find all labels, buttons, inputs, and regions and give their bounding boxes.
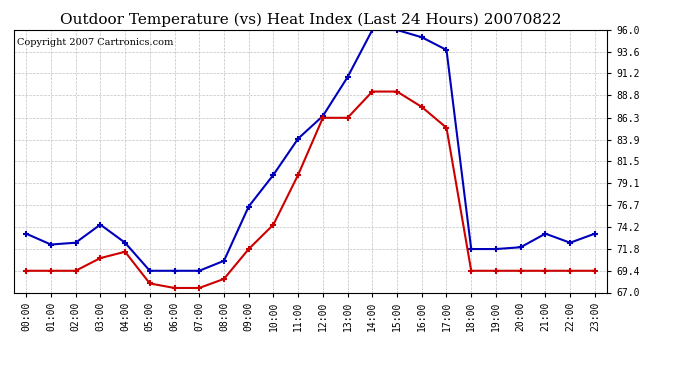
Title: Outdoor Temperature (vs) Heat Index (Last 24 Hours) 20070822: Outdoor Temperature (vs) Heat Index (Las… (60, 13, 561, 27)
Text: Copyright 2007 Cartronics.com: Copyright 2007 Cartronics.com (17, 38, 173, 47)
